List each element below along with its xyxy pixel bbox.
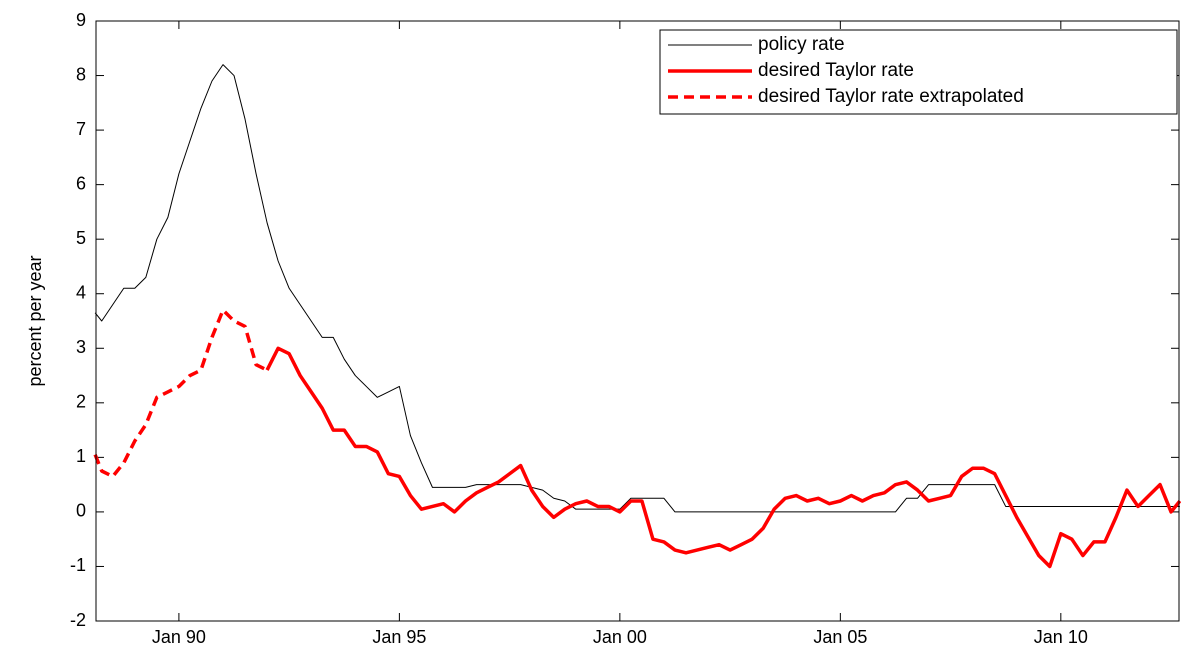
y-tick-label: 5: [76, 228, 86, 248]
x-tick-label: Jan 10: [1034, 627, 1088, 647]
y-tick-label: 0: [76, 501, 86, 521]
series-line: [94, 64, 1180, 513]
legend-label: desired Taylor rate: [758, 60, 914, 81]
y-tick-label: -1: [70, 555, 86, 575]
x-tick-label: Jan 90: [152, 627, 206, 647]
y-tick-label: 2: [76, 392, 86, 412]
y-tick-label: 9: [76, 10, 86, 30]
y-tick-label: 4: [76, 282, 86, 302]
series-line: [93, 308, 268, 479]
plot-frame: [95, 20, 1180, 622]
x-tick-label: Jan 00: [593, 627, 647, 647]
legend-label: desired Taylor rate extrapolated: [758, 86, 1024, 107]
series-line: [265, 346, 1181, 569]
plot-area: [95, 20, 1180, 622]
legend-label: policy rate: [758, 34, 845, 55]
y-tick-label: 3: [76, 337, 86, 357]
y-tick-label: 6: [76, 173, 86, 193]
y-tick-label: 7: [76, 119, 86, 139]
x-tick-label: Jan 95: [372, 627, 426, 647]
y-tick-label: 1: [76, 446, 86, 466]
y-tick-label: 8: [76, 64, 86, 84]
y-tick-label: -2: [70, 610, 86, 630]
y-axis-label: percent per year: [25, 255, 45, 386]
x-tick-label: Jan 05: [813, 627, 867, 647]
